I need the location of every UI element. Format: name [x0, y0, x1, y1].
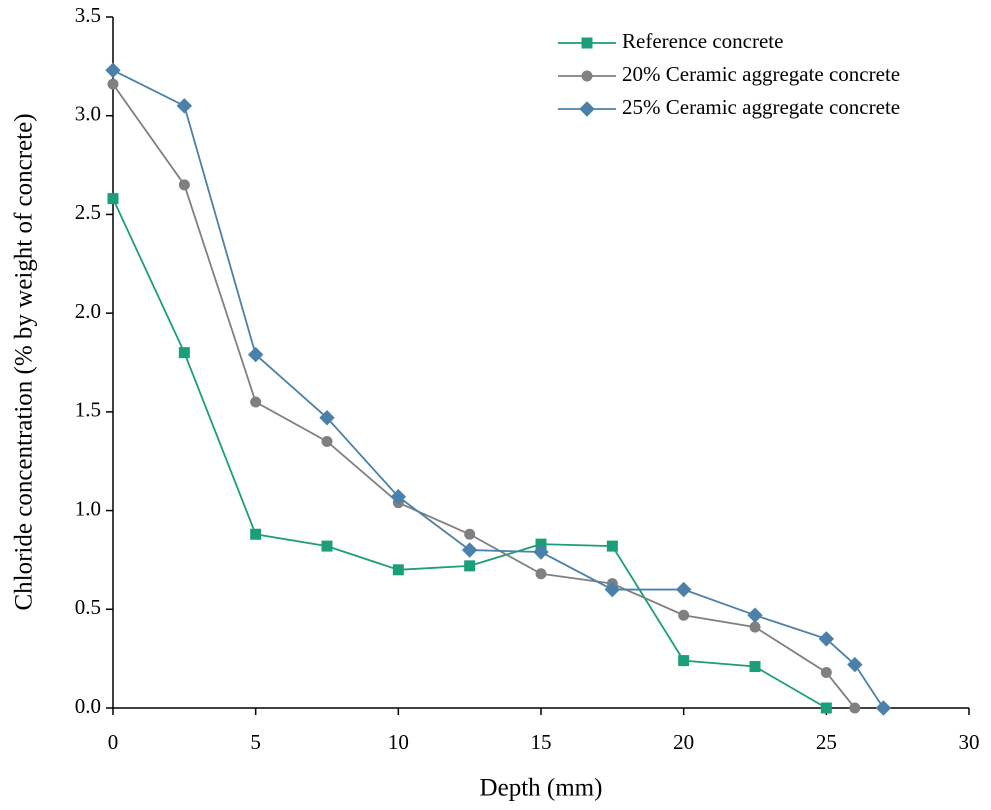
marker [247, 346, 264, 363]
marker [847, 656, 863, 673]
x-tick-label: 20 [673, 730, 694, 754]
y-tick-label: 1.0 [75, 496, 101, 520]
legend-marker [579, 101, 595, 117]
marker [176, 98, 193, 114]
marker [390, 489, 407, 505]
marker [107, 193, 119, 205]
y-tick-label: 0.0 [75, 694, 101, 718]
series-line [112, 69, 885, 709]
y-tick-label: 3.5 [75, 3, 101, 27]
x-tick-label: 15 [531, 730, 552, 754]
marker [849, 702, 861, 714]
marker [820, 666, 832, 678]
marker [250, 528, 262, 540]
marker [678, 655, 690, 667]
y-tick-label: 3.0 [75, 102, 101, 126]
series-line [112, 198, 827, 709]
marker [818, 631, 835, 647]
legend-label: 20% Ceramic aggregate concrete [622, 62, 900, 86]
x-tick-label: 30 [959, 730, 980, 754]
marker [533, 544, 549, 560]
marker [107, 78, 119, 90]
marker [606, 540, 618, 552]
marker [178, 347, 190, 359]
series-line [112, 83, 856, 709]
marker [250, 396, 262, 408]
marker [461, 542, 478, 558]
marker [464, 560, 476, 572]
marker [464, 528, 476, 540]
marker [321, 540, 333, 552]
legend-label: 25% Ceramic aggregate concrete [622, 95, 900, 119]
marker [678, 609, 690, 621]
x-tick-label: 25 [816, 730, 837, 754]
y-tick-label: 0.5 [75, 595, 101, 619]
y-tick-label: 2.5 [75, 200, 101, 224]
marker [319, 410, 335, 426]
y-tick-label: 1.5 [75, 398, 101, 422]
marker [535, 568, 547, 580]
marker [820, 702, 832, 714]
legend-label: Reference concrete [622, 29, 783, 53]
y-tick-label: 2.0 [75, 299, 101, 323]
legend-marker [581, 37, 593, 49]
x-axis-title: Depth (mm) [480, 775, 603, 802]
marker [178, 179, 190, 191]
x-tick-label: 10 [388, 730, 409, 754]
x-tick-label: 5 [250, 730, 261, 754]
marker [604, 581, 621, 598]
marker [747, 607, 763, 623]
marker [675, 581, 692, 598]
marker [875, 700, 892, 716]
marker [321, 435, 333, 447]
marker [392, 564, 404, 576]
x-tick-label: 0 [108, 730, 119, 754]
legend-marker [581, 70, 593, 82]
y-axis-title: Chloride concentration (% by weight of c… [11, 113, 38, 610]
marker [749, 661, 761, 673]
marker [105, 62, 121, 79]
marker [749, 621, 761, 633]
